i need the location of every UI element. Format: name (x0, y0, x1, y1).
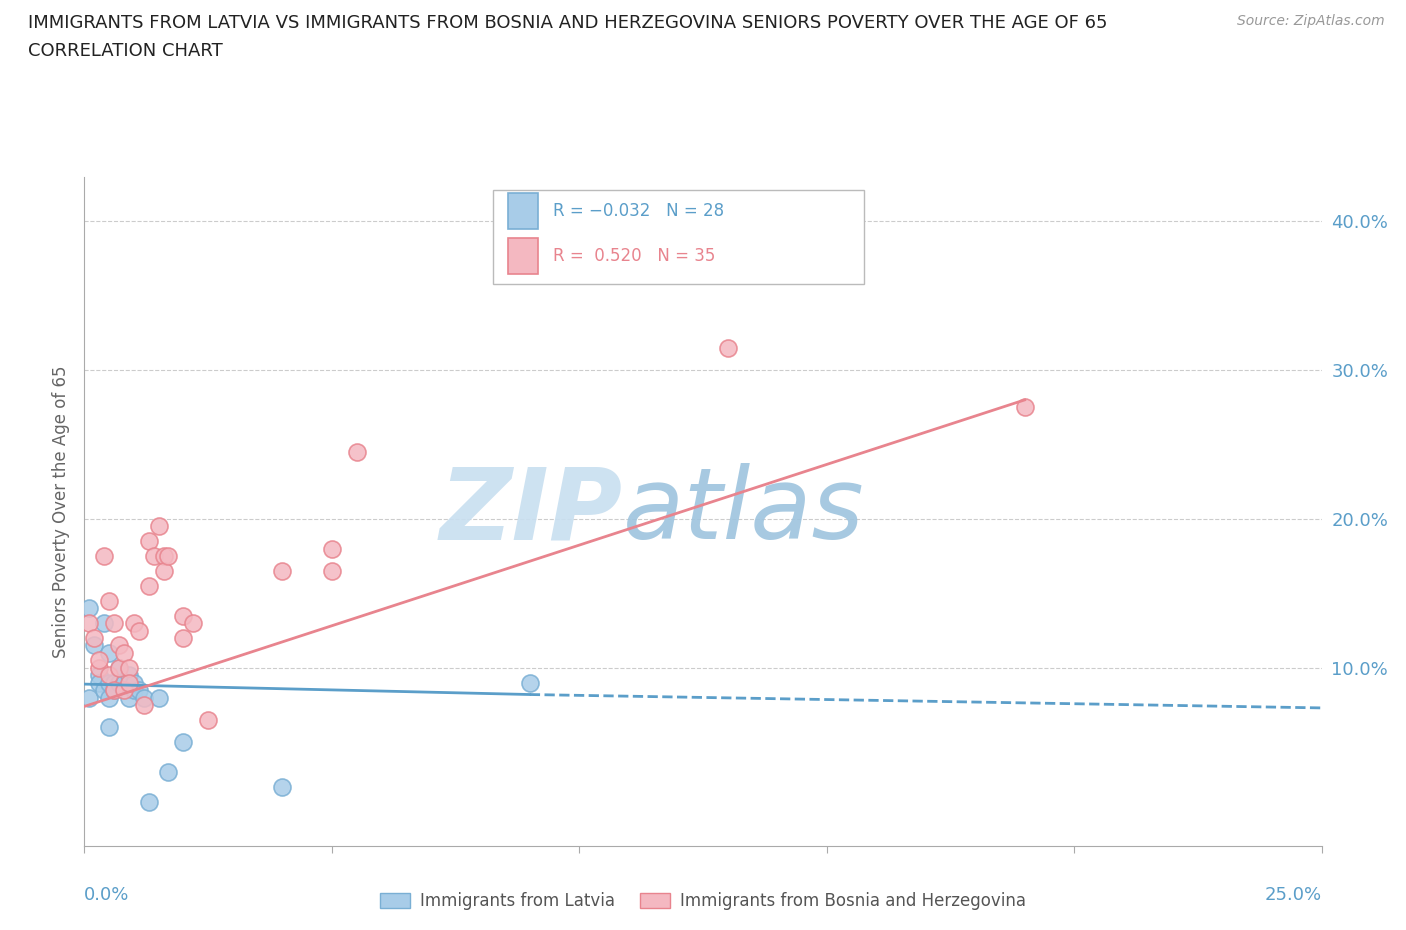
Text: Source: ZipAtlas.com: Source: ZipAtlas.com (1237, 14, 1385, 28)
Point (118, 660, 141, 675)
Point (157, 549, 180, 564)
Point (89, 653, 111, 668)
Text: atlas: atlas (623, 463, 865, 560)
Point (172, 735, 194, 750)
Point (148, 519, 170, 534)
Point (132, 698, 155, 712)
Legend: Immigrants from Latvia, Immigrants from Bosnia and Herzegovina: Immigrants from Latvia, Immigrants from … (374, 885, 1032, 917)
Point (93, 683, 115, 698)
Point (142, 549, 165, 564)
Bar (508, 238, 538, 274)
Point (89, 660, 111, 675)
Point (93, 549, 115, 564)
Point (89, 668, 111, 683)
Point (122, 675, 145, 690)
Point (172, 608, 194, 623)
Point (98, 720, 121, 735)
Point (83, 631, 105, 645)
Point (122, 683, 145, 698)
Point (118, 668, 141, 683)
Point (89, 675, 111, 690)
Point (98, 675, 121, 690)
Point (519, 675, 541, 690)
Point (138, 578, 160, 593)
Point (1014, 400, 1036, 415)
Point (118, 675, 141, 690)
Point (321, 541, 343, 556)
Point (152, 564, 174, 578)
Point (271, 564, 294, 578)
Point (346, 445, 368, 459)
Point (271, 779, 294, 794)
Point (128, 683, 150, 698)
Point (79, 601, 101, 616)
Text: R =  0.520   N = 35: R = 0.520 N = 35 (554, 247, 716, 265)
FancyBboxPatch shape (492, 190, 863, 284)
Point (83, 638, 105, 653)
Point (128, 623, 150, 638)
Point (148, 690, 170, 705)
Point (108, 660, 131, 675)
Point (118, 690, 141, 705)
Point (98, 690, 121, 705)
Bar (508, 193, 538, 230)
Point (108, 660, 131, 675)
Point (717, 340, 740, 355)
Point (98, 645, 121, 660)
Point (108, 675, 131, 690)
Y-axis label: Seniors Poverty Over the Age of 65: Seniors Poverty Over the Age of 65 (52, 365, 70, 658)
Point (98, 593, 121, 608)
Point (132, 690, 155, 705)
Point (103, 675, 125, 690)
Point (108, 638, 131, 653)
Text: 25.0%: 25.0% (1264, 886, 1322, 905)
Text: ZIP: ZIP (440, 463, 623, 560)
Point (197, 712, 219, 727)
Point (157, 764, 180, 779)
Point (321, 564, 343, 578)
Point (138, 534, 160, 549)
Text: CORRELATION CHART: CORRELATION CHART (28, 42, 224, 60)
Point (103, 683, 125, 698)
Point (103, 683, 125, 698)
Point (112, 675, 135, 690)
Point (79, 690, 101, 705)
Text: IMMIGRANTS FROM LATVIA VS IMMIGRANTS FROM BOSNIA AND HERZEGOVINA SENIORS POVERTY: IMMIGRANTS FROM LATVIA VS IMMIGRANTS FRO… (28, 14, 1108, 32)
Point (98, 668, 121, 683)
Point (152, 549, 174, 564)
Point (79, 616, 101, 631)
Point (103, 616, 125, 631)
Point (181, 616, 204, 631)
Point (93, 616, 115, 631)
Text: R = −0.032   N = 28: R = −0.032 N = 28 (554, 202, 724, 220)
Text: 0.0%: 0.0% (84, 886, 129, 905)
Point (122, 616, 145, 631)
Point (172, 631, 194, 645)
Point (112, 645, 135, 660)
Point (138, 794, 160, 809)
Point (112, 683, 135, 698)
